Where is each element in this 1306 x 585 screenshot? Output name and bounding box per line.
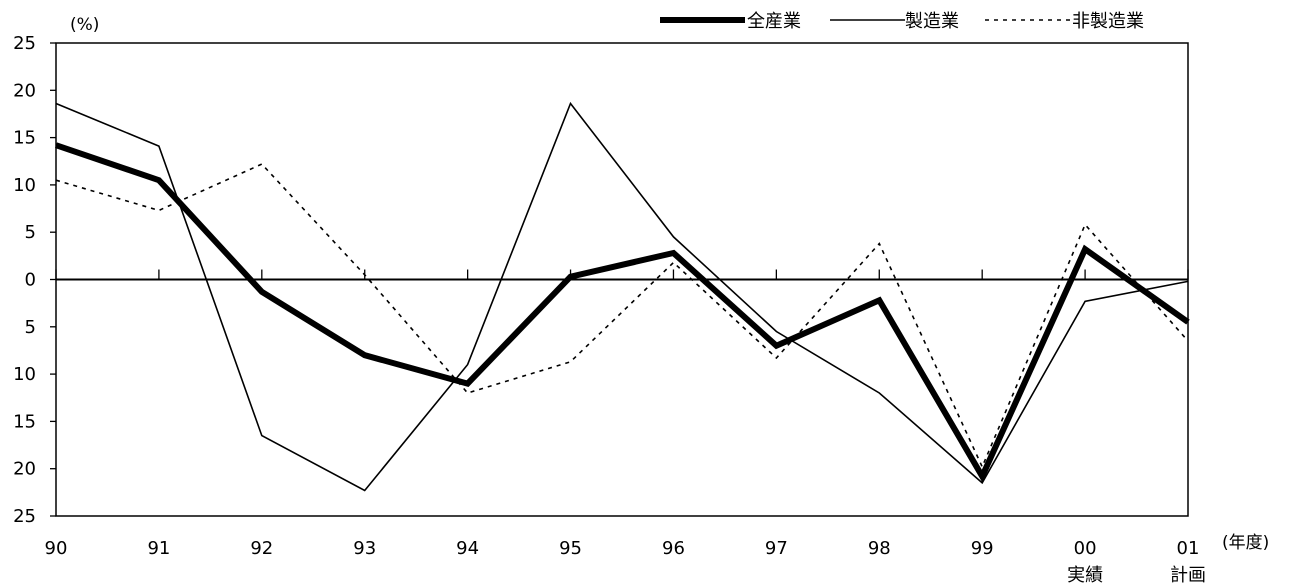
y-tick-label: 25 <box>13 506 36 527</box>
y-tick-label: 0 <box>25 270 36 291</box>
x-tick-label: 97 <box>765 538 788 559</box>
x-tick-label: 91 <box>147 538 170 559</box>
x-tick-label: 94 <box>456 538 479 559</box>
x-tick-label: 96 <box>662 538 685 559</box>
series-line-0 <box>55 142 1190 483</box>
legend: 全産業 製造業 非製造業 <box>660 11 1144 32</box>
y-tick-label: 10 <box>13 175 36 196</box>
y-tick-label: 25 <box>13 33 36 54</box>
x-tick-label: 95 <box>559 538 582 559</box>
x-tick-label: 01 <box>1177 538 1200 559</box>
y-tick-label: 15 <box>13 128 36 149</box>
y-tick-label: 10 <box>13 364 36 385</box>
y-unit-label: (%) <box>70 15 99 35</box>
y-tick-label: 5 <box>25 317 36 338</box>
x-tick-label: 90 <box>45 538 68 559</box>
y-tick-label: 5 <box>25 222 36 243</box>
legend-label-non-manufacturing: 非製造業 <box>1072 11 1144 32</box>
x-unit-label: (年度) <box>1222 533 1269 553</box>
y-tick-label: 20 <box>13 459 36 480</box>
series-line-1 <box>55 101 1189 492</box>
x-tick-label: 00 <box>1074 538 1097 559</box>
x-tick-label: 98 <box>868 538 891 559</box>
x-tick-sublabel: 計画 <box>1170 565 1206 585</box>
x-tick-sublabel: 実績 <box>1067 565 1103 585</box>
x-tick-label: 92 <box>250 538 273 559</box>
legend-label-all-industries: 全産業 <box>747 11 801 32</box>
y-tick-label: 15 <box>13 411 36 432</box>
plot-area: 25 20 15 10 5 0 5 10 15 20 25 90 91 92 93 94 95 96 97 98 99 0… <box>13 33 1206 585</box>
legend-label-manufacturing: 製造業 <box>905 11 959 32</box>
x-tick-label: 93 <box>353 538 376 559</box>
y-tick-label: 20 <box>13 80 36 101</box>
series-line-2 <box>55 163 1189 469</box>
x-tick-label: 99 <box>971 538 994 559</box>
